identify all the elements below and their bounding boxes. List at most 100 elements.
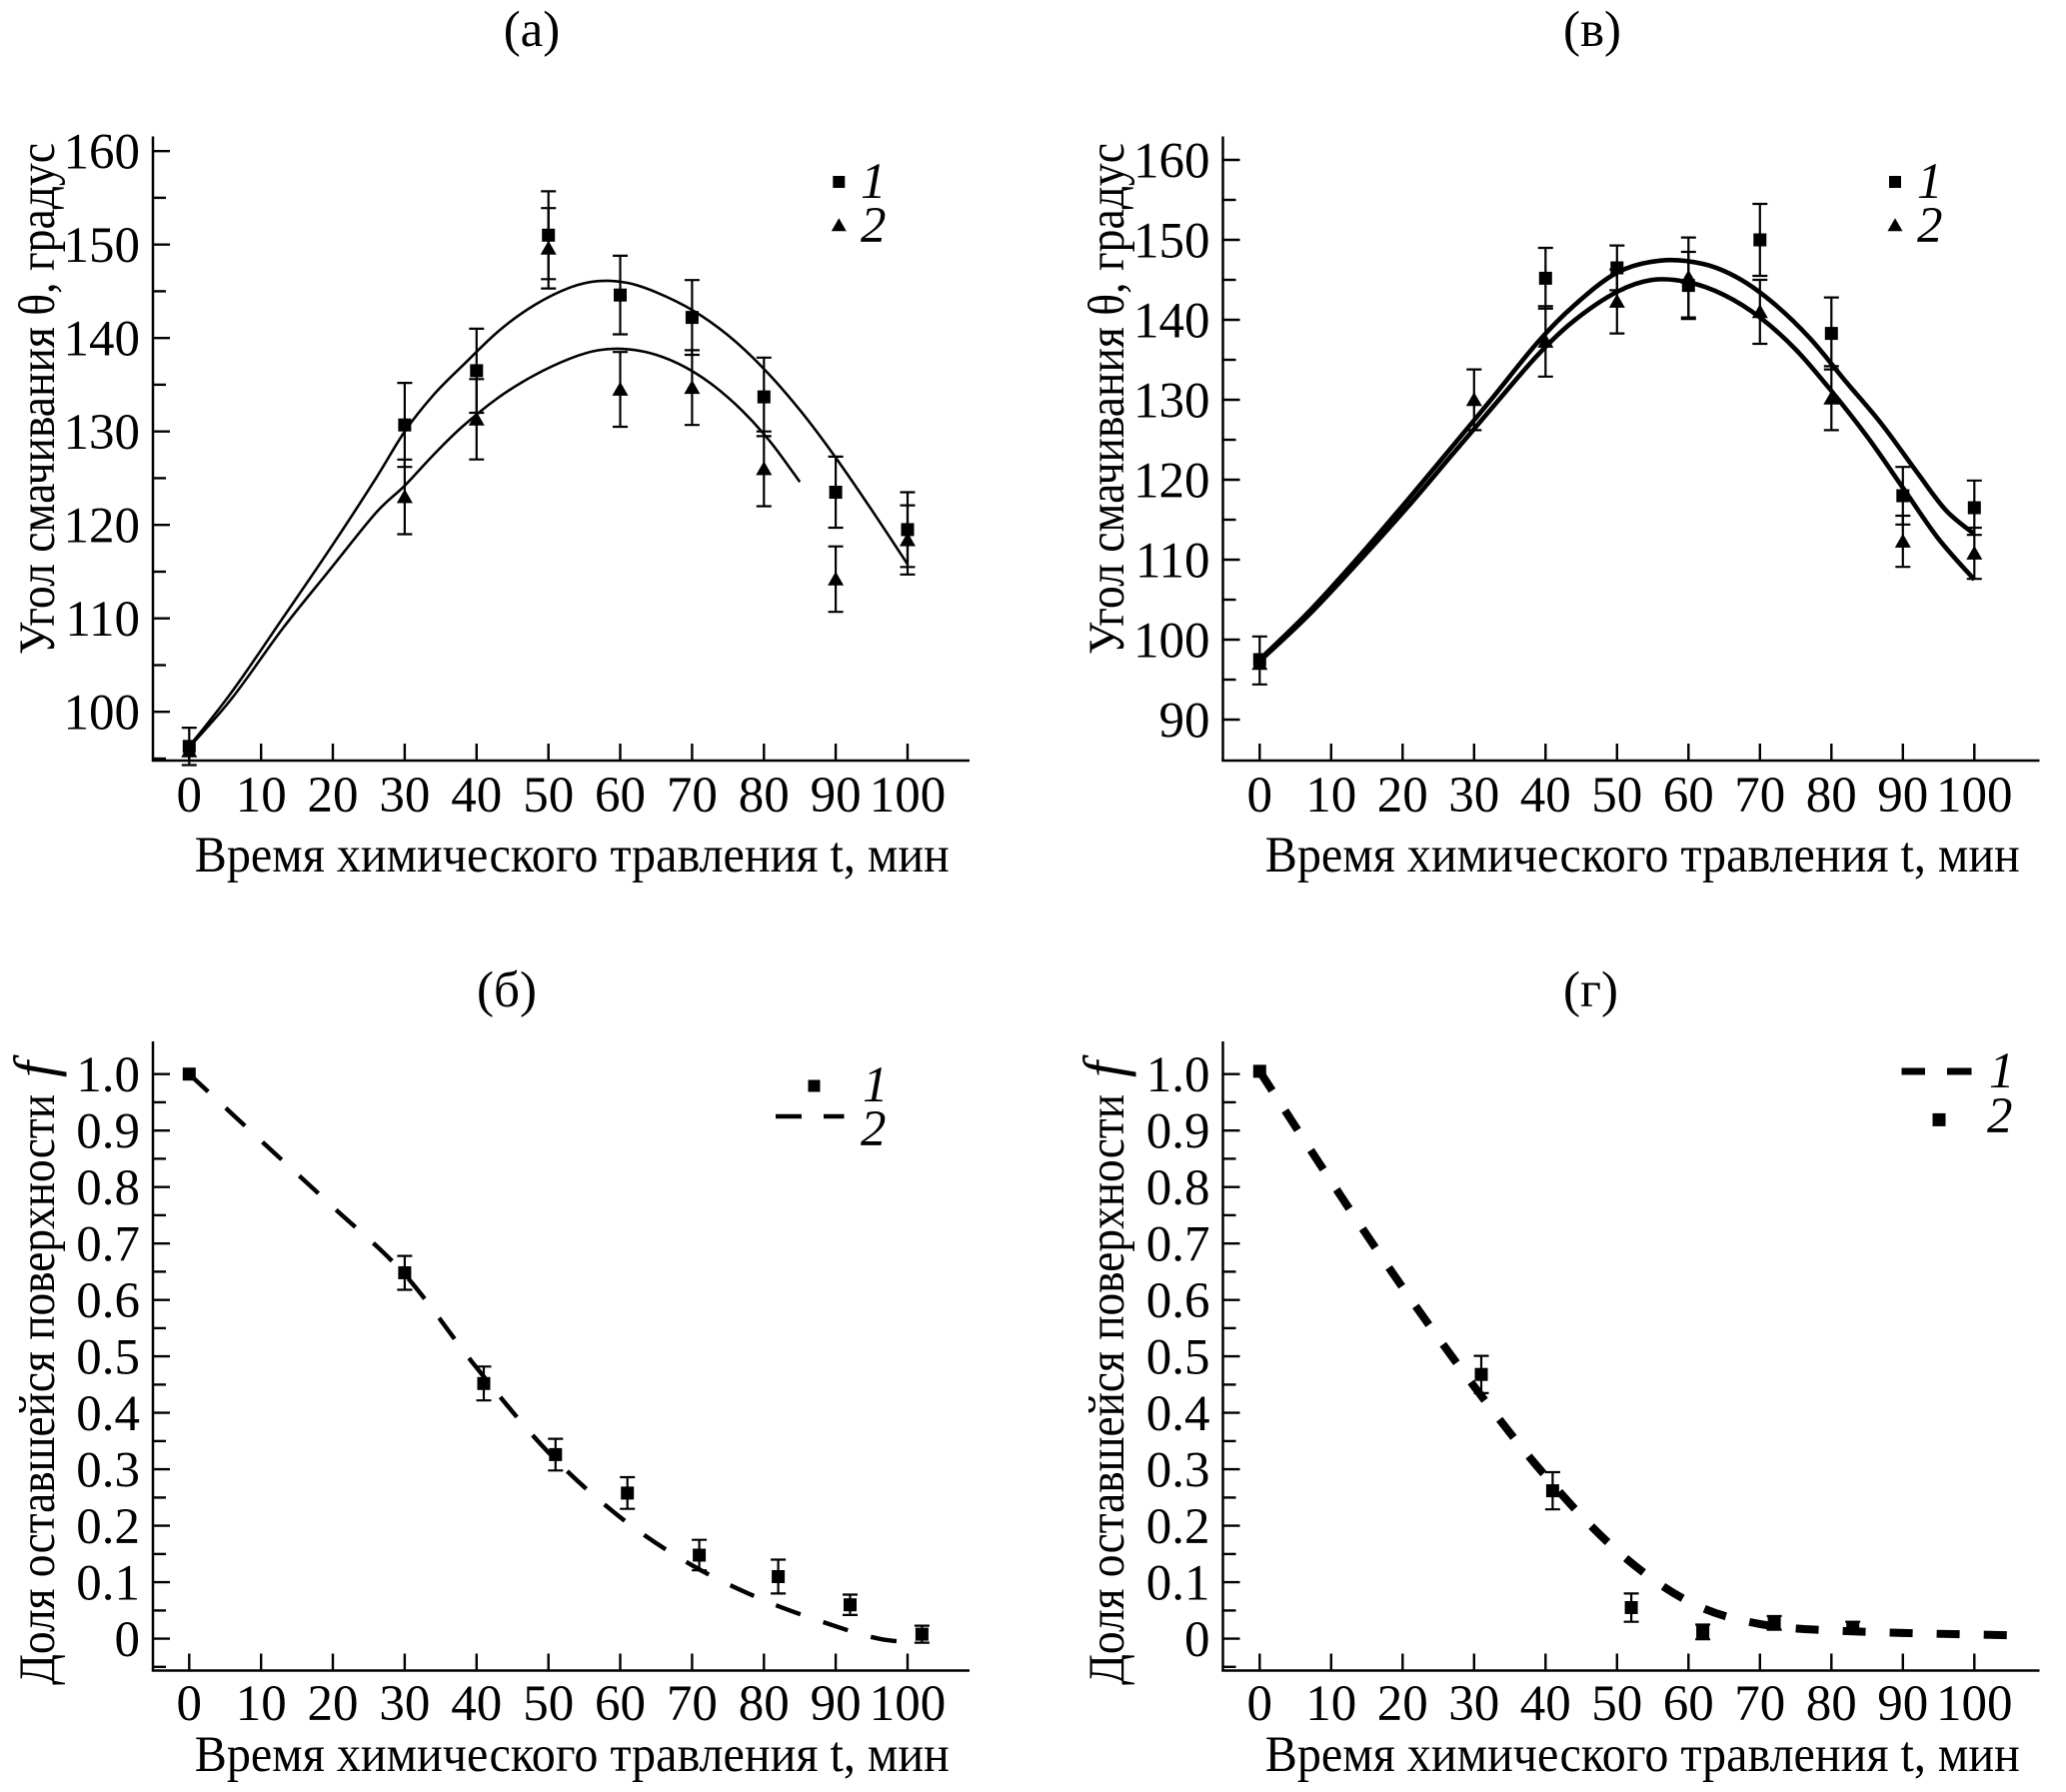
svg-text:0.5: 0.5 <box>1146 1330 1210 1386</box>
svg-text:20: 20 <box>308 768 359 824</box>
svg-text:2: 2 <box>861 198 887 254</box>
svg-text:(а): (а) <box>504 2 561 58</box>
svg-text:70: 70 <box>1734 1676 1785 1732</box>
svg-text:0: 0 <box>177 768 203 824</box>
svg-text:0.2: 0.2 <box>76 1499 140 1555</box>
svg-text:90: 90 <box>1159 694 1210 750</box>
svg-text:40: 40 <box>1520 768 1571 824</box>
svg-text:100: 100 <box>870 1676 947 1732</box>
svg-text:60: 60 <box>595 768 646 824</box>
svg-text:1.0: 1.0 <box>76 1047 140 1103</box>
svg-text:Доля оставшейся поверхности: Доля оставшейся поверхности <box>1079 1094 1135 1685</box>
svg-text:0.4: 0.4 <box>1146 1386 1210 1442</box>
svg-text:40: 40 <box>451 1676 502 1732</box>
svg-text:100: 100 <box>1936 768 2013 824</box>
svg-text:50: 50 <box>523 1676 574 1732</box>
svg-text:120: 120 <box>64 499 141 555</box>
svg-text:10: 10 <box>1305 768 1356 824</box>
svg-text:1: 1 <box>1917 154 1943 210</box>
svg-text:0.8: 0.8 <box>1146 1160 1210 1216</box>
svg-text:90: 90 <box>811 768 862 824</box>
svg-text:0.9: 0.9 <box>76 1104 140 1160</box>
svg-text:30: 30 <box>1448 768 1499 824</box>
svg-text:60: 60 <box>1663 1676 1714 1732</box>
svg-text:Время химического травления t,: Время химического травления t, мин <box>195 828 950 884</box>
svg-text:0.7: 0.7 <box>76 1217 140 1273</box>
svg-text:0.6: 0.6 <box>1146 1273 1210 1329</box>
svg-text:130: 130 <box>1133 374 1210 430</box>
svg-text:2: 2 <box>1917 198 1943 254</box>
svg-text:0.3: 0.3 <box>76 1443 140 1499</box>
svg-text:0: 0 <box>1184 1612 1210 1668</box>
svg-text:80: 80 <box>739 1676 790 1732</box>
svg-text:20: 20 <box>1377 768 1428 824</box>
svg-text:100: 100 <box>1936 1676 2013 1732</box>
svg-text:50: 50 <box>1591 1676 1642 1732</box>
svg-text:2: 2 <box>861 1101 887 1157</box>
svg-text:Время химического травления t,: Время химического травления t, мин <box>1265 828 2020 884</box>
svg-text:Угол смачивания θ, градус: Угол смачивания θ, градус <box>1079 143 1135 655</box>
svg-text:1: 1 <box>863 1057 889 1113</box>
svg-text:0: 0 <box>115 1612 141 1668</box>
svg-text:1: 1 <box>1989 1043 2015 1099</box>
svg-text:Доля оставшейся поверхности: Доля оставшейся поверхности <box>10 1094 66 1685</box>
svg-text:60: 60 <box>1663 768 1714 824</box>
svg-text:130: 130 <box>64 405 141 461</box>
svg-text:30: 30 <box>379 1676 430 1732</box>
svg-text:0.4: 0.4 <box>76 1386 140 1442</box>
svg-text:1.0: 1.0 <box>1146 1047 1210 1103</box>
svg-text:120: 120 <box>1133 454 1210 510</box>
svg-text:80: 80 <box>739 768 790 824</box>
svg-text:110: 110 <box>1135 534 1210 590</box>
svg-text:90: 90 <box>1877 768 1928 824</box>
svg-text:50: 50 <box>1591 768 1642 824</box>
svg-text:10: 10 <box>236 1676 287 1732</box>
svg-text:0: 0 <box>1247 768 1273 824</box>
svg-text:20: 20 <box>308 1676 359 1732</box>
svg-text:70: 70 <box>667 768 718 824</box>
svg-text:30: 30 <box>379 768 430 824</box>
svg-text:2: 2 <box>1987 1088 2013 1144</box>
svg-text:70: 70 <box>667 1676 718 1732</box>
svg-text:0.7: 0.7 <box>1146 1217 1210 1273</box>
svg-text:Время химического травления t,: Время химического травления t, мин <box>1265 1727 2020 1783</box>
svg-text:50: 50 <box>523 768 574 824</box>
svg-text:0: 0 <box>177 1676 203 1732</box>
svg-text:40: 40 <box>1520 1676 1571 1732</box>
svg-text:30: 30 <box>1448 1676 1499 1732</box>
svg-text:70: 70 <box>1734 768 1785 824</box>
svg-text:(б): (б) <box>477 962 537 1018</box>
svg-text:1: 1 <box>861 154 887 210</box>
svg-text:90: 90 <box>1877 1676 1928 1732</box>
svg-text:0.8: 0.8 <box>76 1160 140 1216</box>
svg-text:0.1: 0.1 <box>76 1556 140 1612</box>
svg-text:0.2: 0.2 <box>1146 1499 1210 1555</box>
svg-text:0.3: 0.3 <box>1146 1443 1210 1499</box>
svg-text:100: 100 <box>64 686 141 742</box>
svg-text:Угол смачивания θ, градус: Угол смачивания θ, градус <box>10 143 66 655</box>
svg-text:0.9: 0.9 <box>1146 1104 1210 1160</box>
svg-text:0.6: 0.6 <box>76 1273 140 1329</box>
svg-text:10: 10 <box>1305 1676 1356 1732</box>
svg-text:0.1: 0.1 <box>1146 1556 1210 1612</box>
svg-text:10: 10 <box>236 768 287 824</box>
svg-text:20: 20 <box>1377 1676 1428 1732</box>
svg-text:80: 80 <box>1806 768 1857 824</box>
svg-text:60: 60 <box>595 1676 646 1732</box>
svg-text:(г): (г) <box>1563 962 1618 1018</box>
svg-text:40: 40 <box>451 768 502 824</box>
svg-text:(в): (в) <box>1563 2 1621 58</box>
svg-text:0: 0 <box>1247 1676 1273 1732</box>
svg-text:Время химического травления t,: Время химического травления t, мин <box>195 1727 950 1783</box>
svg-text:0.5: 0.5 <box>76 1330 140 1386</box>
svg-text:100: 100 <box>870 768 947 824</box>
svg-text:160: 160 <box>1133 134 1210 190</box>
svg-text:100: 100 <box>1133 614 1210 670</box>
svg-text:90: 90 <box>811 1676 862 1732</box>
svg-text:110: 110 <box>65 592 140 648</box>
svg-text:140: 140 <box>1133 294 1210 350</box>
svg-text:150: 150 <box>64 218 141 274</box>
svg-text:140: 140 <box>64 312 141 368</box>
svg-text:150: 150 <box>1133 214 1210 270</box>
svg-text:160: 160 <box>64 125 141 181</box>
